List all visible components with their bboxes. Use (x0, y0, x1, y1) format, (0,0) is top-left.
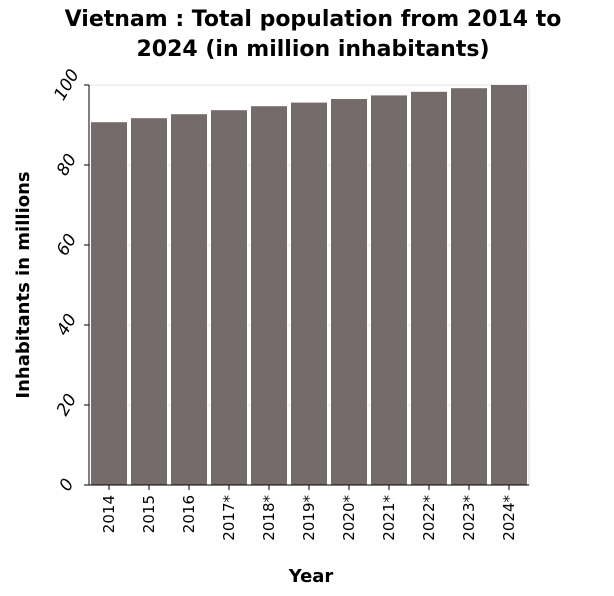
x-axis-label: Year (288, 566, 334, 587)
x-tick-label: 2023* (460, 495, 478, 541)
x-axis: 2014 2015 2016 2017* 2018* 2019* 2020* 2021* 202… (89, 484, 529, 541)
x-tick-label: 2014 (100, 495, 118, 533)
y-tick-label: 0 (56, 475, 79, 494)
x-tick-label: 2019* (300, 495, 318, 541)
x-tick-label: 2022* (420, 495, 438, 541)
bar-2021* (371, 95, 407, 486)
x-tick-label: 2021* (380, 495, 398, 541)
bar-2020* (331, 99, 367, 485)
bar-2016 (171, 114, 207, 485)
bars (91, 85, 527, 486)
y-tick-label: 80 (53, 151, 81, 180)
bar-2018* (251, 106, 287, 485)
bar-2022* (411, 91, 447, 486)
bar-2017* (211, 110, 247, 485)
y-tick-label: 100 (50, 66, 84, 104)
x-tick-label: 2017* (220, 495, 238, 541)
bar-2015 (131, 118, 167, 485)
x-tick-label: 2018* (260, 495, 278, 541)
bar-2014 (91, 122, 127, 485)
x-tick-label: 2016 (180, 495, 198, 533)
bar-2019* (291, 102, 327, 485)
y-axis: 0 20 40 60 80 100 (50, 66, 90, 495)
x-tick-label: 2024* (500, 495, 518, 541)
chart-title-line-1: Vietnam : Total population from 2014 to (65, 7, 562, 32)
y-axis-label: Inhabitants in millions (13, 171, 34, 398)
x-tick-label: 2015 (140, 495, 158, 533)
bar-2024* (491, 85, 527, 485)
x-tick-label: 2020* (340, 495, 358, 541)
y-tick-label: 20 (53, 391, 81, 420)
y-tick-label: 60 (53, 231, 81, 260)
bar-2023* (451, 88, 487, 485)
y-tick-label: 40 (53, 311, 81, 340)
chart-title-line-2: 2024 (in million inhabitants) (136, 37, 489, 62)
